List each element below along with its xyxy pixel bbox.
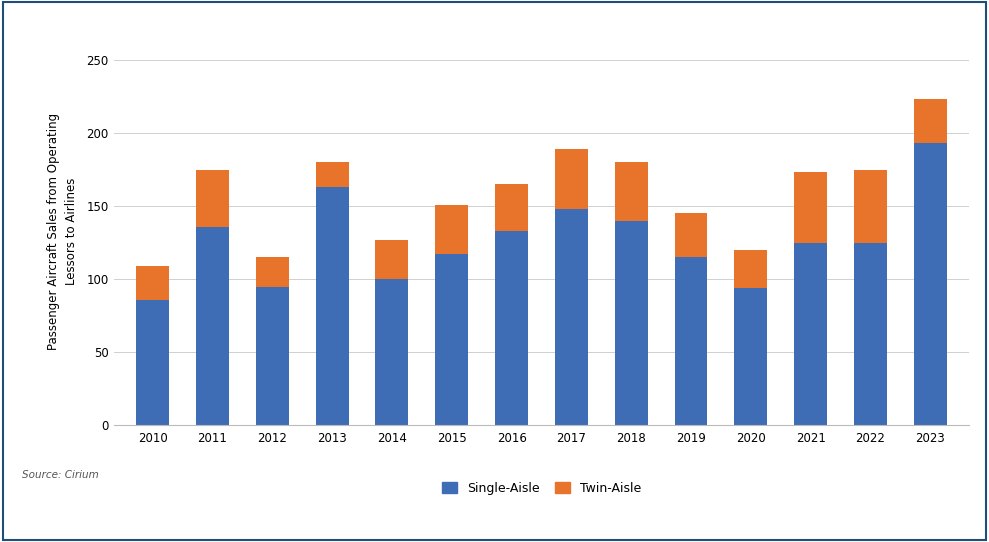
Bar xyxy=(256,287,289,425)
Bar xyxy=(376,240,408,279)
Bar xyxy=(914,143,946,425)
Text: FIG. 16: AIRCRAFT SALES FROM LESSORS TO AIRLINES: FIG. 16: AIRCRAFT SALES FROM LESSORS TO … xyxy=(18,515,380,528)
Bar xyxy=(674,214,707,257)
Bar xyxy=(674,257,707,425)
Bar xyxy=(854,243,887,425)
Y-axis label: Passenger Aircraft Sales from Operating
Lessors to Airlines: Passenger Aircraft Sales from Operating … xyxy=(47,113,78,350)
Bar xyxy=(136,300,169,425)
Bar xyxy=(615,221,648,425)
Bar xyxy=(136,266,169,300)
Bar xyxy=(615,162,648,221)
Bar xyxy=(315,162,348,187)
Bar xyxy=(495,184,528,231)
Text: Source: Cirium: Source: Cirium xyxy=(22,470,99,480)
Bar xyxy=(196,227,228,425)
Bar xyxy=(555,149,587,209)
Bar xyxy=(315,187,348,425)
Bar xyxy=(735,250,767,288)
Bar xyxy=(794,243,827,425)
Bar xyxy=(555,209,587,425)
Bar xyxy=(495,231,528,425)
Bar xyxy=(435,254,468,425)
Bar xyxy=(376,279,408,425)
Bar xyxy=(196,170,228,227)
Legend: Single-Aisle, Twin-Aisle: Single-Aisle, Twin-Aisle xyxy=(442,482,641,495)
Bar xyxy=(435,205,468,254)
Bar xyxy=(256,257,289,287)
Bar xyxy=(794,172,827,243)
Bar xyxy=(914,99,946,143)
Bar xyxy=(854,170,887,243)
Bar xyxy=(735,288,767,425)
